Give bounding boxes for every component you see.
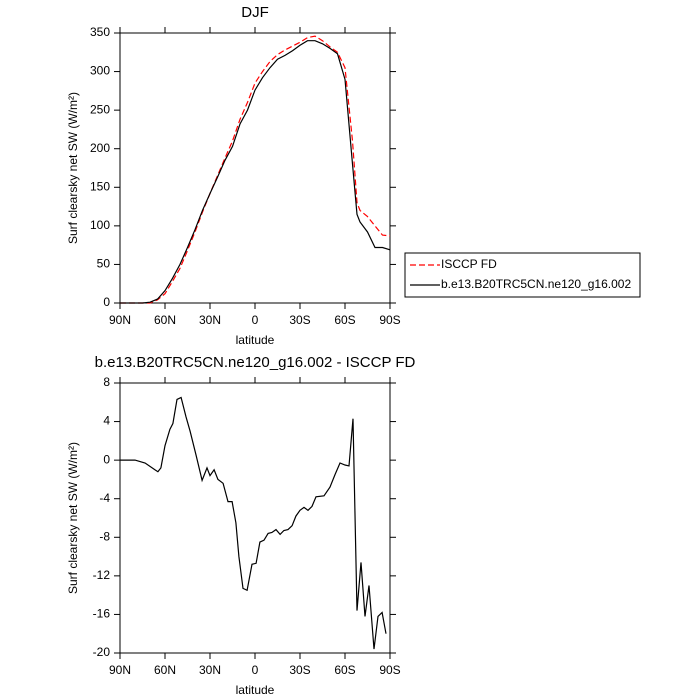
x-tick-label: 60N [154,663,176,677]
x-tick-label: 30N [199,313,221,327]
y-tick-label: 150 [90,179,110,193]
y-tick-label: 0 [103,295,110,309]
x-tick-label: 0 [252,313,259,327]
y-tick-label: -20 [93,645,111,659]
legend-box [404,252,641,298]
x-tick-label: 0 [252,663,259,677]
y-axis-label: Surf clearsky net SW (W/m²) [66,442,80,594]
data-line [120,396,387,650]
y-tick-label: 50 [97,257,111,271]
x-tick-label: 90S [379,663,400,677]
data-line [120,40,391,304]
x-axis-label: latitude [236,683,275,697]
plot-frame [119,382,391,654]
y-tick-label: 350 [90,25,110,39]
y-tick-label: -16 [93,607,111,621]
y-axis-label: Surf clearsky net SW (W/m²) [66,92,80,244]
y-tick-label: 200 [90,141,110,155]
y-tick-label: 0 [103,452,110,466]
y-tick-label: -4 [99,491,110,505]
y-tick-label: -12 [93,568,111,582]
legend-label: b.e13.B20TRC5CN.ne120_g16.002 [441,277,631,291]
y-tick-label: 8 [103,375,110,389]
x-tick-label: 90S [379,313,400,327]
y-tick-label: 300 [90,64,110,78]
y-tick-label: 4 [103,414,110,428]
data-line [120,35,391,304]
chart-title: b.e13.B20TRC5CN.ne120_g16.002 - ISCCP FD [95,354,416,371]
legend-label: ISCCP FD [441,257,497,271]
chart-title: DJF [241,4,269,21]
x-tick-label: 60S [334,313,355,327]
y-tick-label: -8 [99,529,110,543]
plot-frame [119,32,391,304]
x-tick-label: 30S [289,663,310,677]
y-tick-label: 100 [90,218,110,232]
x-tick-label: 30S [289,313,310,327]
x-tick-label: 60S [334,663,355,677]
x-tick-label: 90N [109,663,131,677]
x-tick-label: 60N [154,313,176,327]
y-tick-label: 250 [90,102,110,116]
x-tick-label: 90N [109,313,131,327]
x-tick-label: 30N [199,663,221,677]
x-axis-label: latitude [236,333,275,347]
